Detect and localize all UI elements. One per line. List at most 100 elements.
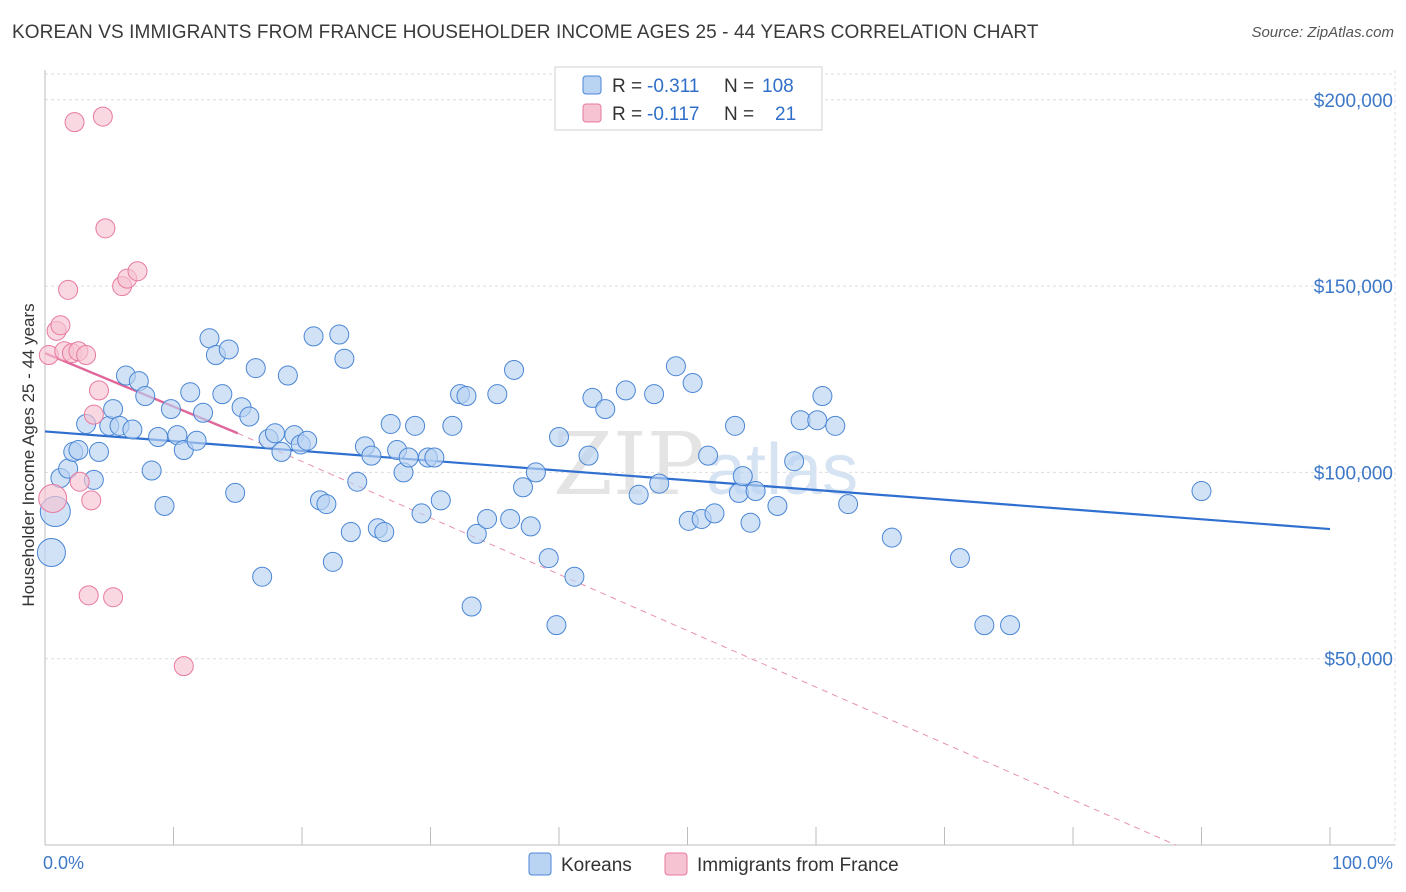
point-koreans <box>582 387 603 408</box>
point-france <box>50 315 71 336</box>
point-france <box>103 587 124 608</box>
y-tick-label: $150,000 <box>1314 277 1393 298</box>
data-points <box>36 106 1212 677</box>
point-koreans <box>160 399 181 420</box>
series-swatch-koreans <box>528 852 552 876</box>
point-koreans <box>380 413 401 434</box>
x-tick-labels: 0.0% 100.0% <box>43 853 1393 873</box>
point-koreans <box>525 462 546 483</box>
point-koreans <box>487 384 508 405</box>
point-france <box>95 218 116 239</box>
legend-n-label-1: N = <box>724 76 754 97</box>
point-koreans <box>513 477 534 498</box>
y-tick-label: $50,000 <box>1324 650 1393 671</box>
point-koreans <box>682 372 703 393</box>
point-koreans <box>466 523 487 544</box>
point-koreans <box>649 473 670 494</box>
point-france <box>81 490 102 511</box>
legend-n-label-2: N = <box>724 104 754 125</box>
point-koreans <box>974 615 995 636</box>
point-koreans <box>271 441 292 462</box>
y-tick-label: $100,000 <box>1314 463 1393 484</box>
trend-line-koreans <box>44 430 1331 531</box>
point-koreans <box>838 494 859 515</box>
point-france <box>38 483 68 513</box>
point-koreans <box>790 410 811 431</box>
point-koreans <box>812 386 833 407</box>
point-koreans <box>725 415 746 436</box>
point-koreans <box>615 380 636 401</box>
point-koreans <box>564 566 585 587</box>
point-france <box>58 279 79 300</box>
point-koreans <box>316 494 337 515</box>
series-legend: Koreans Immigrants from France <box>528 852 899 876</box>
point-koreans <box>430 490 451 511</box>
y-tick-label: $200,000 <box>1314 91 1393 112</box>
point-koreans <box>148 427 169 448</box>
point-koreans <box>405 415 426 436</box>
point-koreans <box>329 324 350 345</box>
chart-title: KOREAN VS IMMIGRANTS FROM FRANCE HOUSEHO… <box>12 22 1039 43</box>
trend-line-france-extended <box>237 432 1177 846</box>
point-koreans <box>732 466 753 487</box>
point-koreans <box>704 503 725 524</box>
point-koreans <box>180 382 201 403</box>
point-koreans <box>36 538 66 568</box>
point-koreans <box>374 522 395 543</box>
point-koreans <box>595 399 616 420</box>
point-koreans <box>728 482 749 503</box>
point-koreans <box>154 495 175 516</box>
point-koreans <box>500 508 521 529</box>
point-koreans <box>186 430 207 451</box>
legend-n-value-1: 108 <box>762 76 794 97</box>
point-koreans <box>340 522 361 543</box>
series-label-koreans: Koreans <box>561 855 632 876</box>
point-koreans <box>1000 615 1021 636</box>
point-koreans <box>881 527 902 548</box>
point-koreans <box>424 447 445 468</box>
point-koreans <box>245 358 266 379</box>
series-label-france: Immigrants from France <box>697 855 899 876</box>
point-koreans <box>784 451 805 472</box>
point-koreans <box>347 471 368 492</box>
point-koreans <box>103 399 124 420</box>
point-france <box>127 261 148 282</box>
legend-r-value-1: -0.311 <box>647 76 699 97</box>
legend-r-value-2: -0.117 <box>647 104 699 125</box>
point-koreans <box>538 548 559 569</box>
point-koreans <box>218 339 239 360</box>
point-koreans <box>546 615 567 636</box>
point-koreans <box>665 356 686 377</box>
point-france <box>88 380 109 401</box>
point-koreans <box>239 406 260 427</box>
point-france <box>83 404 104 425</box>
series-swatch-france <box>664 852 688 876</box>
point-koreans <box>644 384 665 405</box>
point-koreans <box>628 484 649 505</box>
point-france <box>173 656 194 677</box>
point-koreans <box>322 551 343 572</box>
point-koreans <box>411 503 432 524</box>
point-koreans <box>578 445 599 466</box>
legend-r-label-2: R = <box>612 104 642 125</box>
point-koreans <box>549 427 569 448</box>
point-koreans <box>398 447 419 468</box>
y-tick-labels: $50,000 $100,000 $150,000 $200,000 <box>1314 91 1393 671</box>
point-koreans <box>193 402 214 423</box>
point-koreans <box>807 410 828 431</box>
point-koreans <box>461 596 482 617</box>
y-axis-label: Householder Income Ages 25 - 44 years <box>19 303 38 606</box>
point-france <box>92 106 113 127</box>
point-koreans <box>135 386 156 407</box>
watermark-zip: ZIP <box>553 415 705 515</box>
point-koreans <box>504 359 525 380</box>
point-koreans <box>252 566 273 587</box>
x-tick-label-max: 100.0% <box>1332 853 1393 873</box>
legend-swatch-france <box>582 103 602 123</box>
point-koreans <box>225 482 246 503</box>
axes <box>44 70 1395 846</box>
point-koreans <box>88 441 109 462</box>
x-tick-label-min: 0.0% <box>43 853 84 873</box>
point-france <box>78 585 99 606</box>
